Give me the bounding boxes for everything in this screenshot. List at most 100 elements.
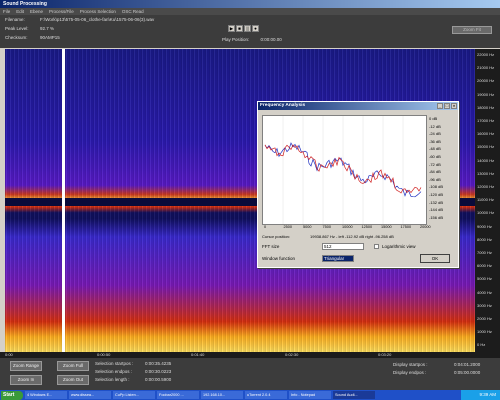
freq-tick: 20000 Hz (477, 78, 495, 84)
playback-cursor[interactable] (62, 49, 65, 352)
checksum-label: Checksum: (5, 35, 28, 40)
taskbar-item[interactable]: CuPp Listen... (113, 391, 155, 399)
taskbar-item[interactable]: Foobar2000 ... (157, 391, 199, 399)
zoom-in-button[interactable]: Zoom In (10, 375, 42, 385)
menu-bar: File Edit Ebene Process/File Process Sel… (0, 8, 500, 15)
freq-tick: 10000 Hz (477, 210, 495, 216)
fft-size-select[interactable]: 512 (322, 243, 364, 250)
window-title: Sound Processing (0, 0, 500, 8)
freq-tick: 15000 Hz (477, 144, 495, 150)
db-tick: -48 dB (429, 146, 441, 152)
selection-length-label: Selection length : (95, 377, 130, 382)
db-tick: -84 dB (429, 169, 441, 175)
zoom-full-button[interactable]: Zoom Full (57, 361, 89, 371)
db-axis: 0 dB -12 dB -24 dB -36 dB -48 dB -60 dB -72 dB… (429, 115, 457, 225)
db-tick: -12 dB (429, 123, 441, 129)
menu-file[interactable]: File (3, 9, 11, 14)
freq-tick: 8000 Hz (477, 236, 492, 242)
db-tick: -72 dB (429, 161, 441, 167)
taskbar-item[interactable]: 192.168.10... (201, 391, 243, 399)
info-panel: Filename: F:\Work\p13\575-05-06_clothe-f… (0, 15, 500, 48)
spectrum-freq-tick: 10000 (342, 225, 353, 229)
dialog-title: Frequency Analysis (260, 103, 306, 108)
db-tick: -120 dB (429, 192, 444, 197)
selection-start-value: 0:00:35.4235 (145, 361, 172, 366)
spectrum-plot[interactable] (262, 115, 427, 225)
cursor-position-label: Cursor position: (262, 234, 291, 239)
freq-tick: 13000 Hz (477, 170, 495, 176)
pause-icon[interactable]: || (244, 25, 251, 32)
display-end-label: Display endpos : (393, 370, 427, 375)
taskbar-item[interactable]: 4 Windows E... (25, 391, 67, 399)
freq-tick: 1000 Hz (477, 329, 492, 335)
maximize-icon[interactable]: □ (444, 103, 450, 109)
spectrum-freq-tick: 2500 (283, 225, 292, 229)
stop-icon[interactable]: ■ (236, 25, 243, 32)
time-tick: 0:02:30 (285, 352, 299, 357)
play-icon[interactable]: ▶ (228, 25, 235, 32)
spectrogram-dark-band (5, 198, 475, 206)
spectrum-freq-tick: 5000 (303, 225, 312, 229)
display-end: Display endpos : 0:05:00.0000 (393, 370, 480, 375)
logarithmic-checkbox[interactable] (374, 244, 379, 249)
db-tick: -144 dB (429, 207, 444, 213)
play-position-value: 0:00:00.00 (260, 37, 282, 42)
freq-tick: 22000 Hz (477, 52, 495, 57)
bottom-panel: Zoom Range Zoom Full Zoom In Zoom Out Se… (0, 358, 500, 390)
menu-edit[interactable]: Edit (16, 9, 25, 14)
close-icon[interactable]: × (451, 103, 457, 109)
time-tick: 0:00:50 (97, 352, 111, 357)
taskbar-item[interactable]: Info - Notepad (289, 391, 331, 399)
db-tick: -156 dB (429, 214, 444, 220)
spectrum-freq-tick: 20000 (420, 225, 431, 229)
window-function-label: Window function (262, 256, 296, 261)
frequency-analysis-dialog: Frequency Analysis _ □ × 0 dB -12 dB -24 d… (257, 101, 459, 268)
freq-tick: 16000 Hz (477, 131, 495, 137)
record-icon[interactable]: ● (252, 25, 259, 32)
taskbar-item-active[interactable]: Sound Audi... (333, 391, 375, 399)
display-end-value: 0:05:00.0000 (454, 370, 481, 375)
zoom-range-button[interactable]: Zoom Range (10, 361, 42, 371)
freq-tick: 4000 Hz (477, 289, 492, 295)
time-tick: 0:03:20 (378, 352, 392, 357)
freq-tick: 7000 Hz (477, 250, 492, 255)
selection-end-value: 0:00:30.0223 (145, 369, 172, 374)
minimize-icon[interactable]: _ (437, 103, 443, 109)
spectrum-freq-tick: 7500 (322, 225, 331, 229)
taskbar-item[interactable]: uTorrent 2.0.4 (245, 391, 287, 399)
selection-length: Selection length : 0:00:00.5900 (95, 377, 171, 382)
menu-process-selection[interactable]: Process Selection (79, 9, 116, 14)
zoom-out-button[interactable]: Zoom Out (57, 375, 89, 385)
play-position-label: Play Position: (222, 37, 250, 42)
freq-tick: 9000 Hz (477, 223, 492, 229)
time-tick: 0:00 (5, 352, 13, 357)
fft-size-value: 512 (324, 244, 332, 249)
taskbar-clock: 9:39 AM (461, 390, 500, 400)
freq-tick: 18000 Hz (477, 104, 495, 110)
menu-ebene[interactable]: Ebene (30, 9, 44, 14)
start-button[interactable]: Start (1, 390, 23, 400)
zoom-fit-button[interactable]: Zoom Fit (452, 26, 492, 34)
freq-tick: 11000 Hz (477, 197, 494, 203)
db-tick: -96 dB (429, 176, 441, 182)
peak-label: Peak Level: (5, 26, 29, 31)
spectrum-trace (264, 144, 422, 194)
db-tick: -132 dB (429, 199, 444, 205)
menu-osc-read[interactable]: OSC Read (121, 9, 144, 14)
taskbar-item[interactable]: www.dissea... (69, 391, 111, 399)
checksum-value: 90AMP15 (40, 35, 60, 40)
freq-tick: 3000 Hz (477, 302, 492, 308)
display-start: Display startpos : 0:04:01.2000 (393, 362, 480, 367)
ok-button[interactable]: OK (420, 254, 450, 263)
selection-length-value: 0:00:00.5900 (145, 377, 172, 382)
peak-value: 92.7 % (40, 26, 55, 31)
dialog-title-bar: Frequency Analysis _ □ × (258, 102, 458, 110)
freq-tick: 6000 Hz (477, 263, 492, 269)
spectrum-freq-tick: 12500 (361, 225, 373, 229)
window-function-select[interactable]: Triangular (322, 255, 354, 262)
db-tick: -108 dB (429, 184, 444, 190)
taskbar: Start 4 Windows E... www.dissea... CuPp … (0, 390, 500, 400)
freq-tick: 14000 Hz (477, 157, 495, 163)
menu-process-file[interactable]: Process/File (49, 9, 74, 14)
selection-start: Selection startpos : 0:00:35.4235 (95, 361, 171, 366)
